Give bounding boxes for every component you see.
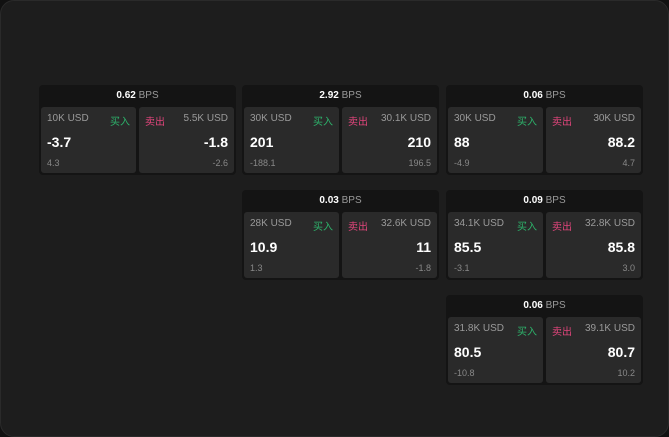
buy-cell[interactable]: 34.1K USD 买入 85.5 -3.1 [448, 212, 543, 278]
bid-price: -3.7 [47, 134, 72, 150]
ask-price: 85.8 [607, 239, 635, 255]
buy-label: 买入 [517, 117, 537, 128]
quote-card: 0.03 BPS 28K USD 买入 10.9 1.3 卖出 32.6K USD … [242, 190, 439, 280]
ask-size: 32.8K USD [584, 218, 635, 229]
ask-price: -1.8 [203, 134, 228, 150]
spread-header: 0.62 BPS [39, 85, 236, 106]
buy-label: 买入 [313, 117, 333, 128]
ask-size: 30.1K USD [380, 113, 431, 124]
ask-change: -1.8 [415, 263, 431, 273]
ask-size: 32.6K USD [380, 218, 431, 229]
sell-label: 卖出 [145, 117, 165, 128]
bid-change: -188.1 [250, 158, 276, 168]
sell-cell[interactable]: 卖出 30K USD 88.2 4.7 [546, 107, 641, 173]
spread-header: 0.06 BPS [446, 85, 643, 106]
spread-value: 0.62 [116, 90, 136, 101]
bid-price: 80.5 [454, 344, 482, 360]
sell-cell[interactable]: 卖出 39.1K USD 80.7 10.2 [546, 317, 641, 383]
ask-size: 5.5K USD [183, 113, 228, 124]
sell-cell[interactable]: 卖出 32.8K USD 85.8 3.0 [546, 212, 641, 278]
sell-label: 卖出 [552, 222, 572, 233]
bid-size: 34.1K USD [454, 218, 505, 229]
quote-card: 0.09 BPS 34.1K USD 买入 85.5 -3.1 卖出 32.8K U… [446, 190, 643, 280]
buy-cell[interactable]: 28K USD 买入 10.9 1.3 [244, 212, 339, 278]
buy-cell[interactable]: 30K USD 买入 88 -4.9 [448, 107, 543, 173]
spread-unit: BPS [138, 90, 159, 101]
sell-cell[interactable]: 卖出 30.1K USD 210 196.5 [342, 107, 437, 173]
buy-label: 买入 [517, 222, 537, 233]
buy-cell[interactable]: 30K USD 买入 201 -188.1 [244, 107, 339, 173]
quote-card: 0.62 BPS 10K USD 买入 -3.7 4.3 卖出 5.5K USD -… [39, 85, 236, 175]
bid-change: 1.3 [250, 263, 263, 273]
bid-price: 85.5 [454, 239, 482, 255]
sell-label: 卖出 [348, 117, 368, 128]
ask-change: 196.5 [408, 158, 431, 168]
spread-header: 0.06 BPS [446, 295, 643, 316]
bid-change: 4.3 [47, 158, 60, 168]
spread-value: 0.03 [319, 195, 339, 206]
ask-price: 80.7 [607, 344, 635, 360]
bid-change: -10.8 [454, 368, 475, 378]
spread-unit: BPS [545, 300, 566, 311]
spread-value: 0.06 [523, 300, 543, 311]
spread-value: 0.06 [523, 90, 543, 101]
quote-card: 2.92 BPS 30K USD 买入 201 -188.1 卖出 30.1K US… [242, 85, 439, 175]
buy-label: 买入 [313, 222, 333, 233]
sell-label: 卖出 [552, 327, 572, 338]
quote-card: 0.06 BPS 31.8K USD 买入 80.5 -10.8 卖出 39.1K … [446, 295, 643, 385]
bid-change: -3.1 [454, 263, 470, 273]
ask-size: 39.1K USD [584, 323, 635, 334]
sell-label: 卖出 [348, 222, 368, 233]
sell-cell[interactable]: 卖出 5.5K USD -1.8 -2.6 [139, 107, 234, 173]
bid-price: 88 [454, 134, 470, 150]
buy-label: 买入 [110, 117, 130, 128]
ask-price: 11 [416, 239, 431, 255]
sell-cell[interactable]: 卖出 32.6K USD 11 -1.8 [342, 212, 437, 278]
ask-change: 10.2 [617, 368, 635, 378]
bid-price: 201 [250, 134, 274, 150]
bid-size: 30K USD [250, 113, 292, 124]
bid-change: -4.9 [454, 158, 470, 168]
spread-header: 0.09 BPS [446, 190, 643, 211]
bid-size: 30K USD [454, 113, 496, 124]
ask-change: 4.7 [622, 158, 635, 168]
spread-header: 0.03 BPS [242, 190, 439, 211]
buy-cell[interactable]: 10K USD 买入 -3.7 4.3 [41, 107, 136, 173]
sell-label: 卖出 [552, 117, 572, 128]
spread-value: 0.09 [523, 195, 543, 206]
ask-price: 88.2 [607, 134, 635, 150]
spread-unit: BPS [545, 195, 566, 206]
buy-label: 买入 [517, 327, 537, 338]
bid-size: 28K USD [250, 218, 292, 229]
ask-size: 30K USD [593, 113, 635, 124]
spread-unit: BPS [341, 195, 362, 206]
buy-cell[interactable]: 31.8K USD 买入 80.5 -10.8 [448, 317, 543, 383]
spread-unit: BPS [341, 90, 362, 101]
ask-change: 3.0 [622, 263, 635, 273]
spread-value: 2.92 [319, 90, 339, 101]
bid-price: 10.9 [250, 239, 278, 255]
bid-size: 31.8K USD [454, 323, 505, 334]
spread-header: 2.92 BPS [242, 85, 439, 106]
quote-card: 0.06 BPS 30K USD 买入 88 -4.9 卖出 30K USD 88.… [446, 85, 643, 175]
ask-price: 210 [407, 134, 431, 150]
ask-change: -2.6 [212, 158, 228, 168]
bid-size: 10K USD [47, 113, 89, 124]
spread-unit: BPS [545, 90, 566, 101]
